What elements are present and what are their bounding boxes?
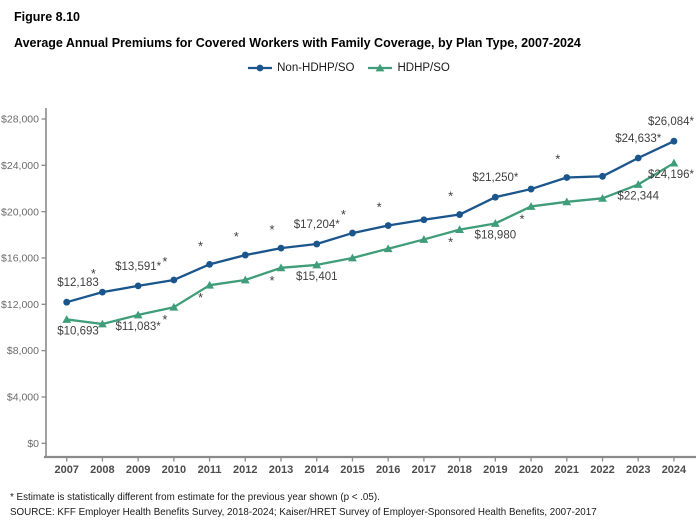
significance-asterisk: * xyxy=(341,207,346,222)
x-tick-label: 2018 xyxy=(447,464,471,476)
y-tick-label: $16,000 xyxy=(1,253,39,265)
chart-title: Average Annual Premiums for Covered Work… xyxy=(14,36,581,50)
x-tick-label: 2012 xyxy=(233,464,257,476)
x-tick-label: 2019 xyxy=(483,464,507,476)
legend-item-hdhp-so: HDHP/SO xyxy=(368,62,450,74)
data-point-label: $22,344 xyxy=(617,191,659,203)
significance-asterisk: * xyxy=(198,238,203,253)
significance-asterisk: * xyxy=(91,266,96,281)
x-tick-label: 2009 xyxy=(126,464,150,476)
data-point-label: $18,980 xyxy=(475,229,517,241)
legend-item-non-hdhp-so: Non-HDHP/SO xyxy=(248,62,354,74)
data-point-label: $13,591* xyxy=(115,261,162,273)
significance-asterisk: * xyxy=(269,273,274,288)
significance-asterisk: * xyxy=(162,312,167,327)
x-tick-label: 2023 xyxy=(626,464,650,476)
significance-asterisk: * xyxy=(269,222,274,237)
triangle-marker-swatch xyxy=(368,63,393,72)
y-tick-label: $8,000 xyxy=(7,345,39,357)
data-point-label: $15,401 xyxy=(296,271,338,283)
significance-asterisk: * xyxy=(198,290,203,305)
y-tick-label: $0 xyxy=(27,438,39,450)
legend-label: HDHP/SO xyxy=(397,62,450,74)
y-tick-label: $24,000 xyxy=(1,160,39,172)
significance-asterisk: * xyxy=(555,151,560,166)
significance-asterisk: * xyxy=(162,254,167,269)
x-tick-label: 2024 xyxy=(662,464,687,476)
y-tick-label: $4,000 xyxy=(7,392,39,404)
circle-marker-swatch xyxy=(248,64,273,72)
data-point-label: $21,250* xyxy=(472,172,519,184)
data-point-label: $10,693 xyxy=(57,325,99,337)
x-tick-label: 2016 xyxy=(376,464,400,476)
x-tick-label: 2007 xyxy=(54,464,78,476)
y-tick-label: $12,000 xyxy=(1,299,39,311)
x-tick-label: 2022 xyxy=(590,464,614,476)
legend-label: Non-HDHP/SO xyxy=(277,62,355,74)
x-tick-label: 2020 xyxy=(519,464,543,476)
y-tick-label: $20,000 xyxy=(1,206,39,218)
x-tick-label: 2011 xyxy=(198,464,222,476)
x-tick-label: 2015 xyxy=(340,464,364,476)
premiums-line-chart: $0 $4,000 $8,000 $12,000 $16,000 $20,000 $24,0… xyxy=(1,108,696,476)
significance-footnote: * Estimate is statistically different fr… xyxy=(10,492,380,503)
x-tick-label: 2021 xyxy=(555,464,579,476)
source-citation: SOURCE: KFF Employer Health Benefits Sur… xyxy=(10,507,597,518)
significance-asterisk: * xyxy=(448,235,453,250)
data-point-label: $12,183 xyxy=(57,277,99,289)
x-tick-label: 2010 xyxy=(162,464,186,476)
x-tick-label: 2017 xyxy=(412,464,436,476)
figure-number: Figure 8.10 xyxy=(14,10,80,24)
data-point-label: $24,196* xyxy=(648,169,695,181)
significance-asterisk: * xyxy=(234,229,239,244)
significance-asterisk: * xyxy=(377,200,382,215)
significance-asterisk: * xyxy=(448,189,453,204)
y-tick-label: $28,000 xyxy=(1,114,39,126)
data-point-label: $26,084* xyxy=(648,116,695,128)
x-tick-label: 2014 xyxy=(304,464,329,476)
data-point-label: $11,083* xyxy=(116,321,162,333)
data-point-label: $24,633* xyxy=(615,133,662,145)
significance-asterisk: * xyxy=(520,211,525,226)
chart-legend: Non-HDHP/SO HDHP/SO xyxy=(0,62,698,74)
x-tick-label: 2013 xyxy=(269,464,293,476)
data-point-label: $17,204* xyxy=(294,219,341,231)
x-tick-label: 2008 xyxy=(90,464,114,476)
